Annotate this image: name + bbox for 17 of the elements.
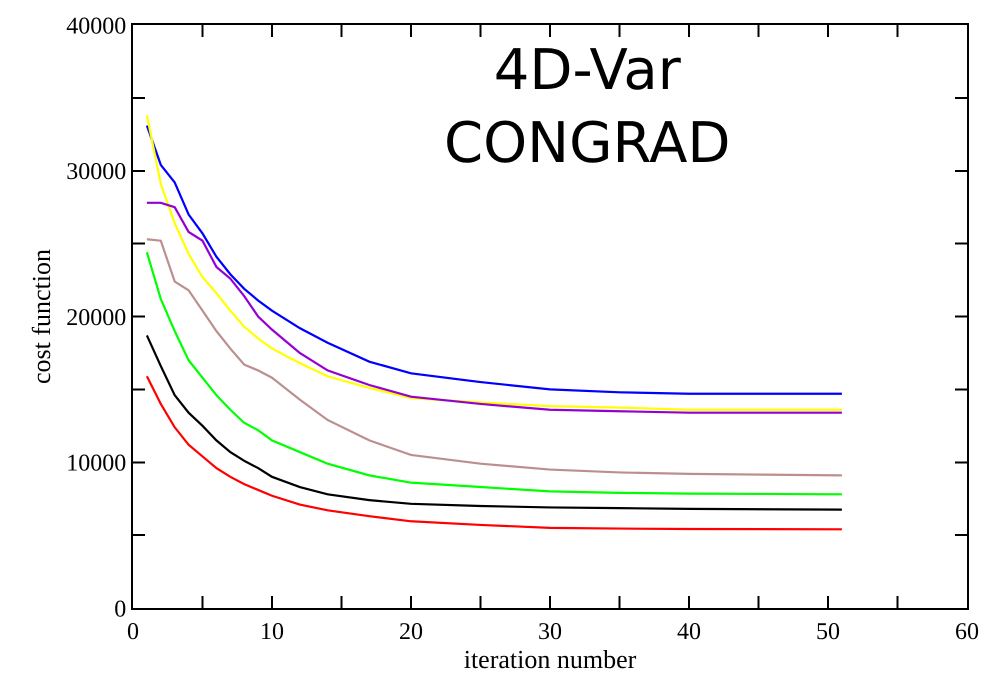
x-tick-label: 60 bbox=[955, 618, 979, 645]
y-tick-label: 10000 bbox=[66, 450, 126, 477]
x-tick-label: 10 bbox=[260, 618, 284, 645]
y-axis-title: cost function bbox=[27, 248, 56, 384]
y-tick-label: 20000 bbox=[66, 304, 126, 331]
x-tick-label: 40 bbox=[677, 618, 701, 645]
y-tick-label: 30000 bbox=[66, 159, 126, 186]
line-series bbox=[146, 202, 843, 414]
x-tick-label: 50 bbox=[816, 618, 840, 645]
line-series bbox=[146, 375, 843, 530]
annotation: 4D-Var CONGRAD bbox=[444, 38, 731, 176]
x-axis-title: iteration number bbox=[464, 644, 637, 674]
x-tick-label: 30 bbox=[538, 618, 562, 645]
y-tick-label: 40000 bbox=[66, 13, 126, 40]
line-series bbox=[146, 334, 843, 511]
y-tick-label: 0 bbox=[114, 596, 126, 622]
x-tick-label: 20 bbox=[399, 618, 423, 645]
